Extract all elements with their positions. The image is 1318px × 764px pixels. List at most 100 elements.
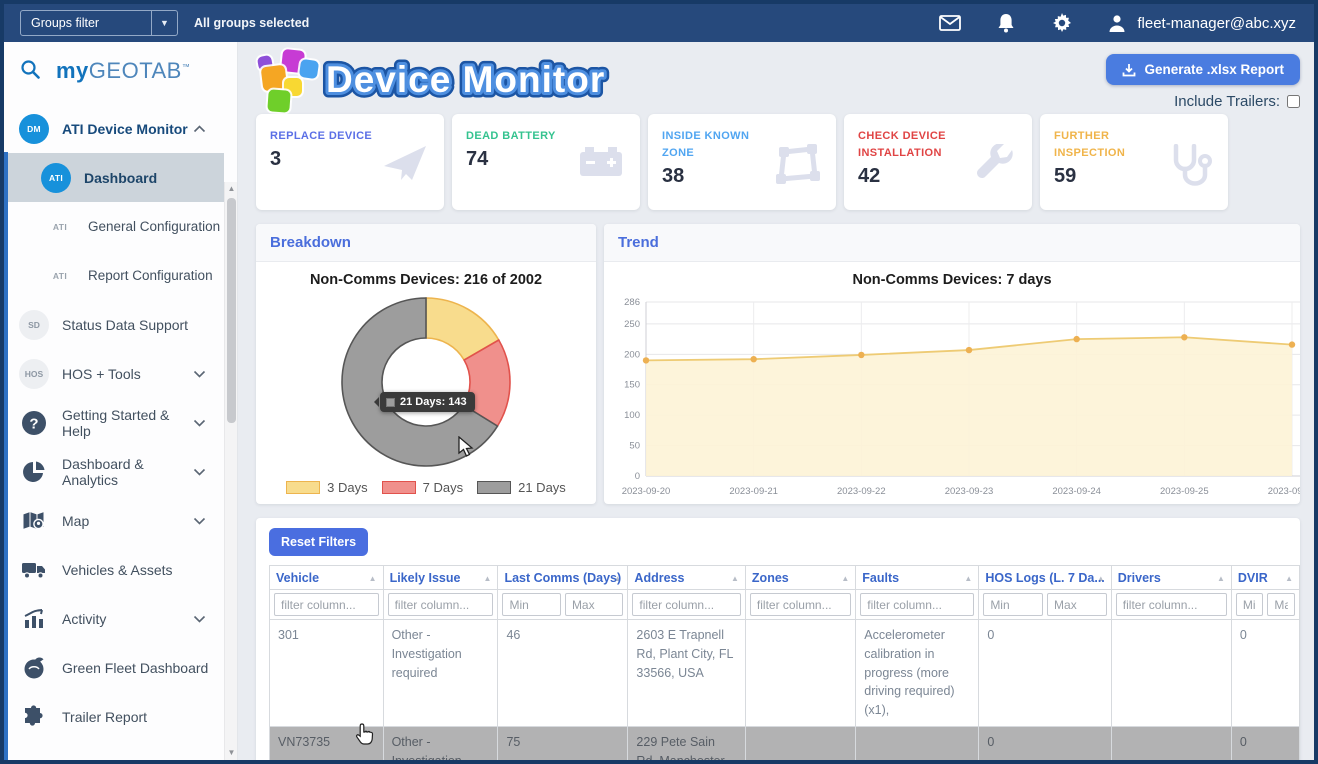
svg-text:2023-09-24: 2023-09-24 xyxy=(1052,486,1101,497)
sidebar-item-general-configuration[interactable]: ATI General Configuration xyxy=(4,202,224,251)
trend-point[interactable] xyxy=(642,357,650,364)
sidebar-item-status-data-support[interactable]: SD Status Data Support xyxy=(4,300,224,349)
sidebar-item-dashboard[interactable]: ATI Dashboard xyxy=(4,153,224,202)
sort-icon[interactable]: ▲ xyxy=(1216,573,1225,583)
trend-point[interactable] xyxy=(1073,335,1080,343)
stethoscope-icon xyxy=(1170,143,1212,193)
groups-filter-input[interactable]: Groups filter xyxy=(31,16,100,30)
sidebar-item-getting-started-help[interactable]: ? Getting Started & Help xyxy=(4,398,224,447)
sidebar-item-dashboard-analytics[interactable]: Dashboard & Analytics xyxy=(4,447,224,496)
trend-chart[interactable]: 0 50 100 150 200 250 286 2023-09-20 2023-09-21 20… xyxy=(610,292,1300,504)
trend-point[interactable] xyxy=(750,355,757,363)
sort-icon[interactable]: ▲ xyxy=(731,573,739,583)
filter-min-input[interactable] xyxy=(502,593,561,616)
sidebar-item-hos-tools[interactable]: HOS HOS + Tools xyxy=(4,349,224,398)
table-cell: 301 xyxy=(269,619,384,727)
filter-max-input[interactable] xyxy=(1047,593,1107,616)
gear-icon[interactable] xyxy=(1051,12,1073,34)
user-account[interactable]: fleet-manager@abc.xyz xyxy=(1107,13,1296,33)
sidebar-item-ati-device-monitor[interactable]: DM ATI Device Monitor xyxy=(4,104,224,153)
stat-card-value: 42 xyxy=(858,165,881,188)
sidebar-item-label: Green Fleet Dashboard xyxy=(62,659,209,676)
stat-card-further-inspection[interactable]: FURTHER INSPECTION 59 xyxy=(1040,114,1228,210)
generate-xlsx-report-button[interactable]: Generate .xlsx Report xyxy=(1106,54,1300,85)
sidebar-item-report-configuration[interactable]: ATI Report Configuration xyxy=(4,251,224,300)
filter-min-input[interactable] xyxy=(983,593,1044,616)
column-header-address[interactable]: ▲ Address xyxy=(627,565,746,590)
sidebar-item-map[interactable]: Map xyxy=(4,496,224,545)
stat-card-dead-battery[interactable]: DEAD BATTERY 74 xyxy=(452,114,640,210)
column-header-drivers[interactable]: ▲ Drivers xyxy=(1110,565,1232,590)
puzzle-icon xyxy=(18,704,50,729)
sort-icon[interactable]: ▲ xyxy=(368,573,377,583)
column-header-faults[interactable]: ▲ Faults xyxy=(855,565,980,590)
table-row[interactable]: 301 Other - Investigation required 46 2603 … xyxy=(269,619,1300,727)
sidebar-item-label: Dashboard xyxy=(84,169,158,186)
stat-card-inside-known-zone[interactable]: INSIDE KNOWN ZONE 38 xyxy=(648,114,836,210)
dm-badge-icon: DM xyxy=(19,113,49,144)
svg-text:150: 150 xyxy=(624,380,640,391)
sidebar-item-vehicles-assets[interactable]: Vehicles & Assets xyxy=(4,545,224,594)
column-header-zones[interactable]: ▲ Zones xyxy=(744,565,857,590)
donut-chart[interactable]: 21 Days: 143 xyxy=(336,292,516,472)
mail-icon[interactable] xyxy=(939,12,962,34)
sidebar-item-label: Vehicles & Assets xyxy=(62,561,173,578)
donut-slice-21-days[interactable] xyxy=(341,297,499,467)
table-cell: Accelerometer calibration in progress (m… xyxy=(855,619,980,727)
sort-icon[interactable]: ▲ xyxy=(841,573,850,583)
sort-icon[interactable]: ▲ xyxy=(483,573,492,583)
filter-input[interactable] xyxy=(1115,593,1227,616)
column-header-vehicle[interactable]: ▲ Vehicle xyxy=(269,565,384,590)
ati-badge-icon: ATI xyxy=(41,162,71,193)
sort-icon[interactable]: ▲ xyxy=(1096,573,1105,583)
sidebar-item-activity[interactable]: Activity xyxy=(4,594,224,643)
sidebar-item-incidents[interactable]: Incidents xyxy=(4,741,224,761)
column-header-dvir[interactable]: ▲ DVIR xyxy=(1230,565,1300,590)
scrollbar-thumb[interactable] xyxy=(227,198,236,423)
sort-icon[interactable]: ▲ xyxy=(964,573,973,583)
filter-input[interactable] xyxy=(274,593,379,616)
legend-label: 3 Days xyxy=(327,480,368,495)
svg-text:Device Monitor: Device Monitor xyxy=(326,59,605,100)
stat-card-value: 3 xyxy=(270,148,282,171)
reset-filters-button[interactable]: Reset Filters xyxy=(269,528,369,556)
sidebar-item-green-fleet-dashboard[interactable]: Green Fleet Dashboard xyxy=(4,643,224,692)
filter-max-input[interactable] xyxy=(1267,593,1295,616)
groups-filter-dropdown-arrow[interactable]: ▼ xyxy=(151,11,177,35)
stat-card-replace-device[interactable]: REPLACE DEVICE 3 xyxy=(256,114,444,210)
filter-input[interactable] xyxy=(387,593,494,616)
groups-filter-control[interactable]: Groups filter ▼ xyxy=(20,10,178,36)
trend-point[interactable] xyxy=(1181,334,1188,341)
stat-card-check-device-installation[interactable]: CHECK DEVICE INSTALLATION 42 xyxy=(844,114,1032,210)
trend-point[interactable] xyxy=(1288,341,1296,348)
sidebar-scrollbar[interactable]: ▲ ▼ xyxy=(224,182,237,760)
column-header-last-comms-days[interactable]: ▲ Last Comms (Days) xyxy=(497,565,629,590)
hos-badge-icon: HOS xyxy=(19,358,49,389)
scroll-down-icon[interactable]: ▼ xyxy=(227,748,236,757)
trend-point[interactable] xyxy=(965,346,973,354)
bell-icon[interactable] xyxy=(995,12,1017,34)
table-cell xyxy=(1110,725,1232,760)
filter-input[interactable] xyxy=(632,593,741,616)
chevron-down-icon xyxy=(193,419,206,427)
sidebar-item-trailer-report[interactable]: Trailer Report xyxy=(4,692,224,741)
column-header-likely-issue[interactable]: ▲ Likely Issue xyxy=(382,565,499,590)
trend-point[interactable] xyxy=(858,351,865,359)
devices-table-card: Reset Filters ▲ Vehicle ▲ Likely Issue ▲ Last… xyxy=(256,518,1300,760)
trend-area xyxy=(646,337,1292,476)
search-icon[interactable] xyxy=(20,59,40,84)
filter-min-input[interactable] xyxy=(1235,593,1264,616)
stat-card-value: 59 xyxy=(1054,165,1077,188)
filter-input[interactable] xyxy=(749,593,852,616)
breakdown-panel: Breakdown Non-Comms Devices: 216 of 2002… xyxy=(256,224,596,504)
filter-max-input[interactable] xyxy=(564,593,624,616)
filter-input[interactable] xyxy=(860,593,975,616)
scroll-up-icon[interactable]: ▲ xyxy=(227,184,236,193)
column-header-hos-logs-l-7-da[interactable]: ▲ HOS Logs (L. 7 Da... xyxy=(978,565,1112,590)
main-content: Device Monitor Device Monitor Device Mon… xyxy=(238,42,1314,760)
include-trailers-checkbox[interactable] xyxy=(1287,95,1300,108)
groups-status-text: All groups selected xyxy=(194,16,310,30)
sort-icon[interactable]: ▲ xyxy=(613,573,622,583)
sort-icon[interactable]: ▲ xyxy=(1285,573,1293,583)
